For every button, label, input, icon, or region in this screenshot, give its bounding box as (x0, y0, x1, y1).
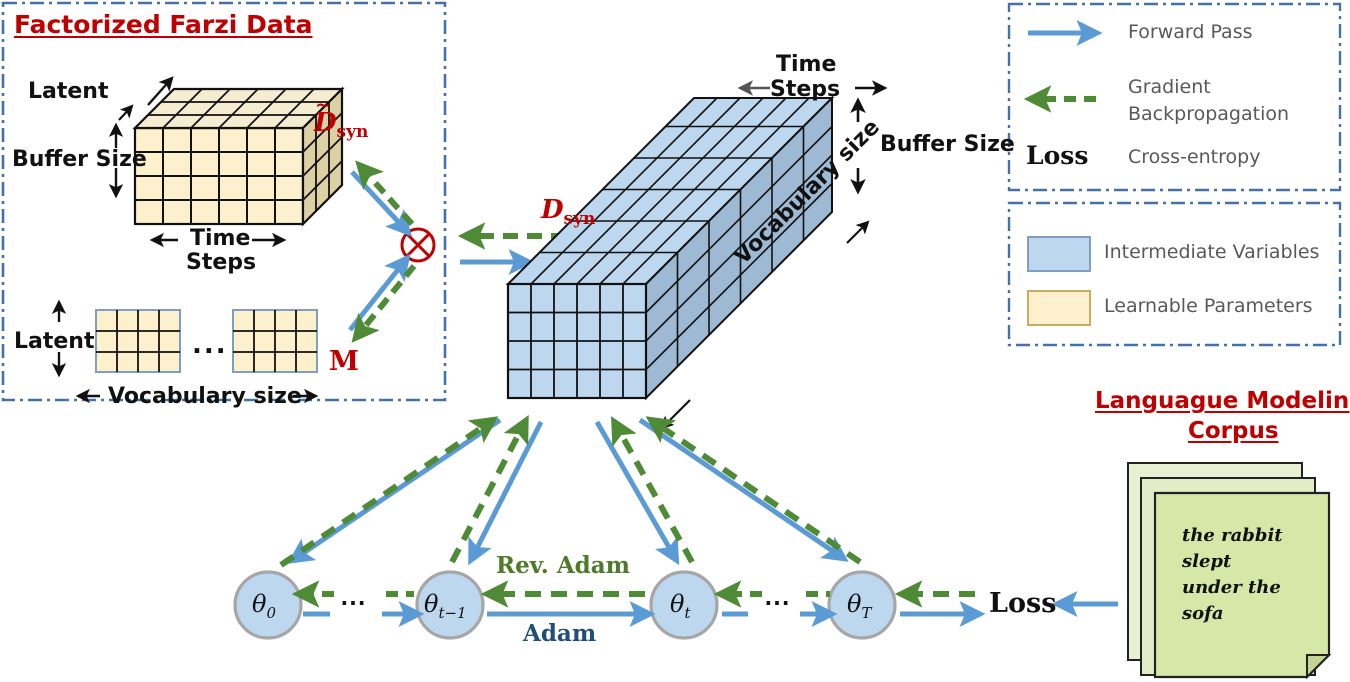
corpus-text-line-3: under the (1182, 577, 1281, 599)
legend-learnable-label: Learnable Parameters (1104, 295, 1313, 317)
tensor-product-operator (400, 227, 436, 263)
theta-base-t: θ (670, 590, 685, 618)
theta-base-t-minus-1: θ (424, 590, 439, 618)
factorized-matrices (51, 299, 319, 404)
factorized-time-label-line2: Steps (186, 250, 257, 275)
chain-arrows-0-tm1 (291, 580, 425, 628)
factorized-panel-title: Factorized Farzi Data (14, 10, 313, 39)
theta-label-0: θ0 (252, 590, 276, 622)
m-symbol: M (329, 346, 359, 377)
theta-label-t: θt (670, 590, 690, 622)
main-time-label-line2: Steps (770, 77, 841, 102)
adam-label: Adam (523, 620, 597, 647)
loss-label: Loss (989, 588, 1057, 619)
d-syn-tilde-symbol: D ~ syn (314, 94, 369, 143)
legend-intermediate-label: Intermediate Variables (1104, 241, 1320, 263)
d-syn-tilde-base: D (314, 108, 337, 138)
legend-swatch-learnable (1027, 290, 1091, 326)
corpus-title-line1: Languague Modeling (1095, 388, 1350, 414)
d-syn-symbol: Dsyn (541, 195, 595, 229)
chain-arrows-T-loss (894, 580, 986, 628)
theta-sub-T: T (861, 603, 872, 622)
legend-gradient-label-line2: Backpropagation (1128, 103, 1290, 125)
theta-sub-0: 0 (266, 603, 276, 622)
chain-ellipsis-right: ⋯ (764, 588, 793, 618)
matrices-ellipsis: ... (192, 330, 228, 360)
arrow-matrices-to-operator (348, 253, 417, 343)
arrow-tensor-to-operator (350, 160, 415, 237)
matrices-latent-label: Latent (14, 329, 95, 354)
main-buffer-size-label: Buffer Size (880, 132, 1015, 157)
corpus-document-stack (1127, 462, 1332, 680)
chain-ellipsis-left: ⋯ (340, 588, 369, 618)
legend-forward-pass-label: Forward Pass (1128, 21, 1253, 43)
d-syn-sub: syn (563, 209, 596, 230)
theta-label-T: θT (847, 590, 871, 622)
d-syn-base: D (541, 195, 564, 225)
factorized-buffer-size-label: Buffer Size (12, 147, 147, 172)
theta-label-t-minus-1: θt−1 (424, 590, 467, 622)
arrows-tensor-theta-t-minus-1 (449, 414, 544, 566)
legend-arrows-border (1007, 2, 1342, 192)
d-syn-tilde-sub: syn (336, 122, 369, 143)
rev-adam-label: Rev. Adam (496, 552, 630, 579)
theta-sub-t-minus-1: t−1 (438, 603, 467, 622)
chain-arrows-t-T (713, 580, 838, 628)
chain-arrows-tm1-t (480, 580, 656, 628)
legend-gradient-label-line1: Gradient (1128, 76, 1211, 98)
legend-swatch-intermediate (1027, 236, 1091, 272)
cross-entropy-icon: Loss (1026, 141, 1089, 170)
legend-cross-entropy-label: Cross-entropy (1128, 146, 1261, 168)
arrows-tensor-theta-t (594, 416, 695, 566)
matrices-vocabulary-label: Vocabulary size (108, 384, 302, 409)
factorized-time-label-line1: Time (190, 226, 251, 251)
arrow-operator-to-main-tensor (457, 222, 590, 276)
d-syn-tilde-accent: ~ (315, 94, 331, 116)
corpus-text-block: the rabbit slept under the sofa (1182, 523, 1322, 627)
theta-sub-t: t (684, 603, 691, 622)
corpus-text-line-4: sofa (1182, 603, 1224, 625)
factorized-panel-border (1, 1, 447, 402)
theta-base-T: θ (847, 590, 862, 618)
corpus-text-line-2: slept (1182, 551, 1232, 573)
arrows-tensor-theta-0 (279, 416, 502, 568)
factorized-latent-label: Latent (28, 79, 109, 104)
corpus-title-line2: Corpus (1188, 418, 1279, 444)
theta-base-0: θ (252, 590, 267, 618)
factorized-tensor-cube (108, 76, 345, 248)
legend-boxes-border (1007, 201, 1342, 347)
main-tensor-cuboid (505, 80, 888, 430)
main-time-label-line1: Time (776, 52, 837, 77)
arrows-tensor-theta-T (638, 416, 862, 565)
corpus-text-line-1: the rabbit (1182, 525, 1283, 546)
